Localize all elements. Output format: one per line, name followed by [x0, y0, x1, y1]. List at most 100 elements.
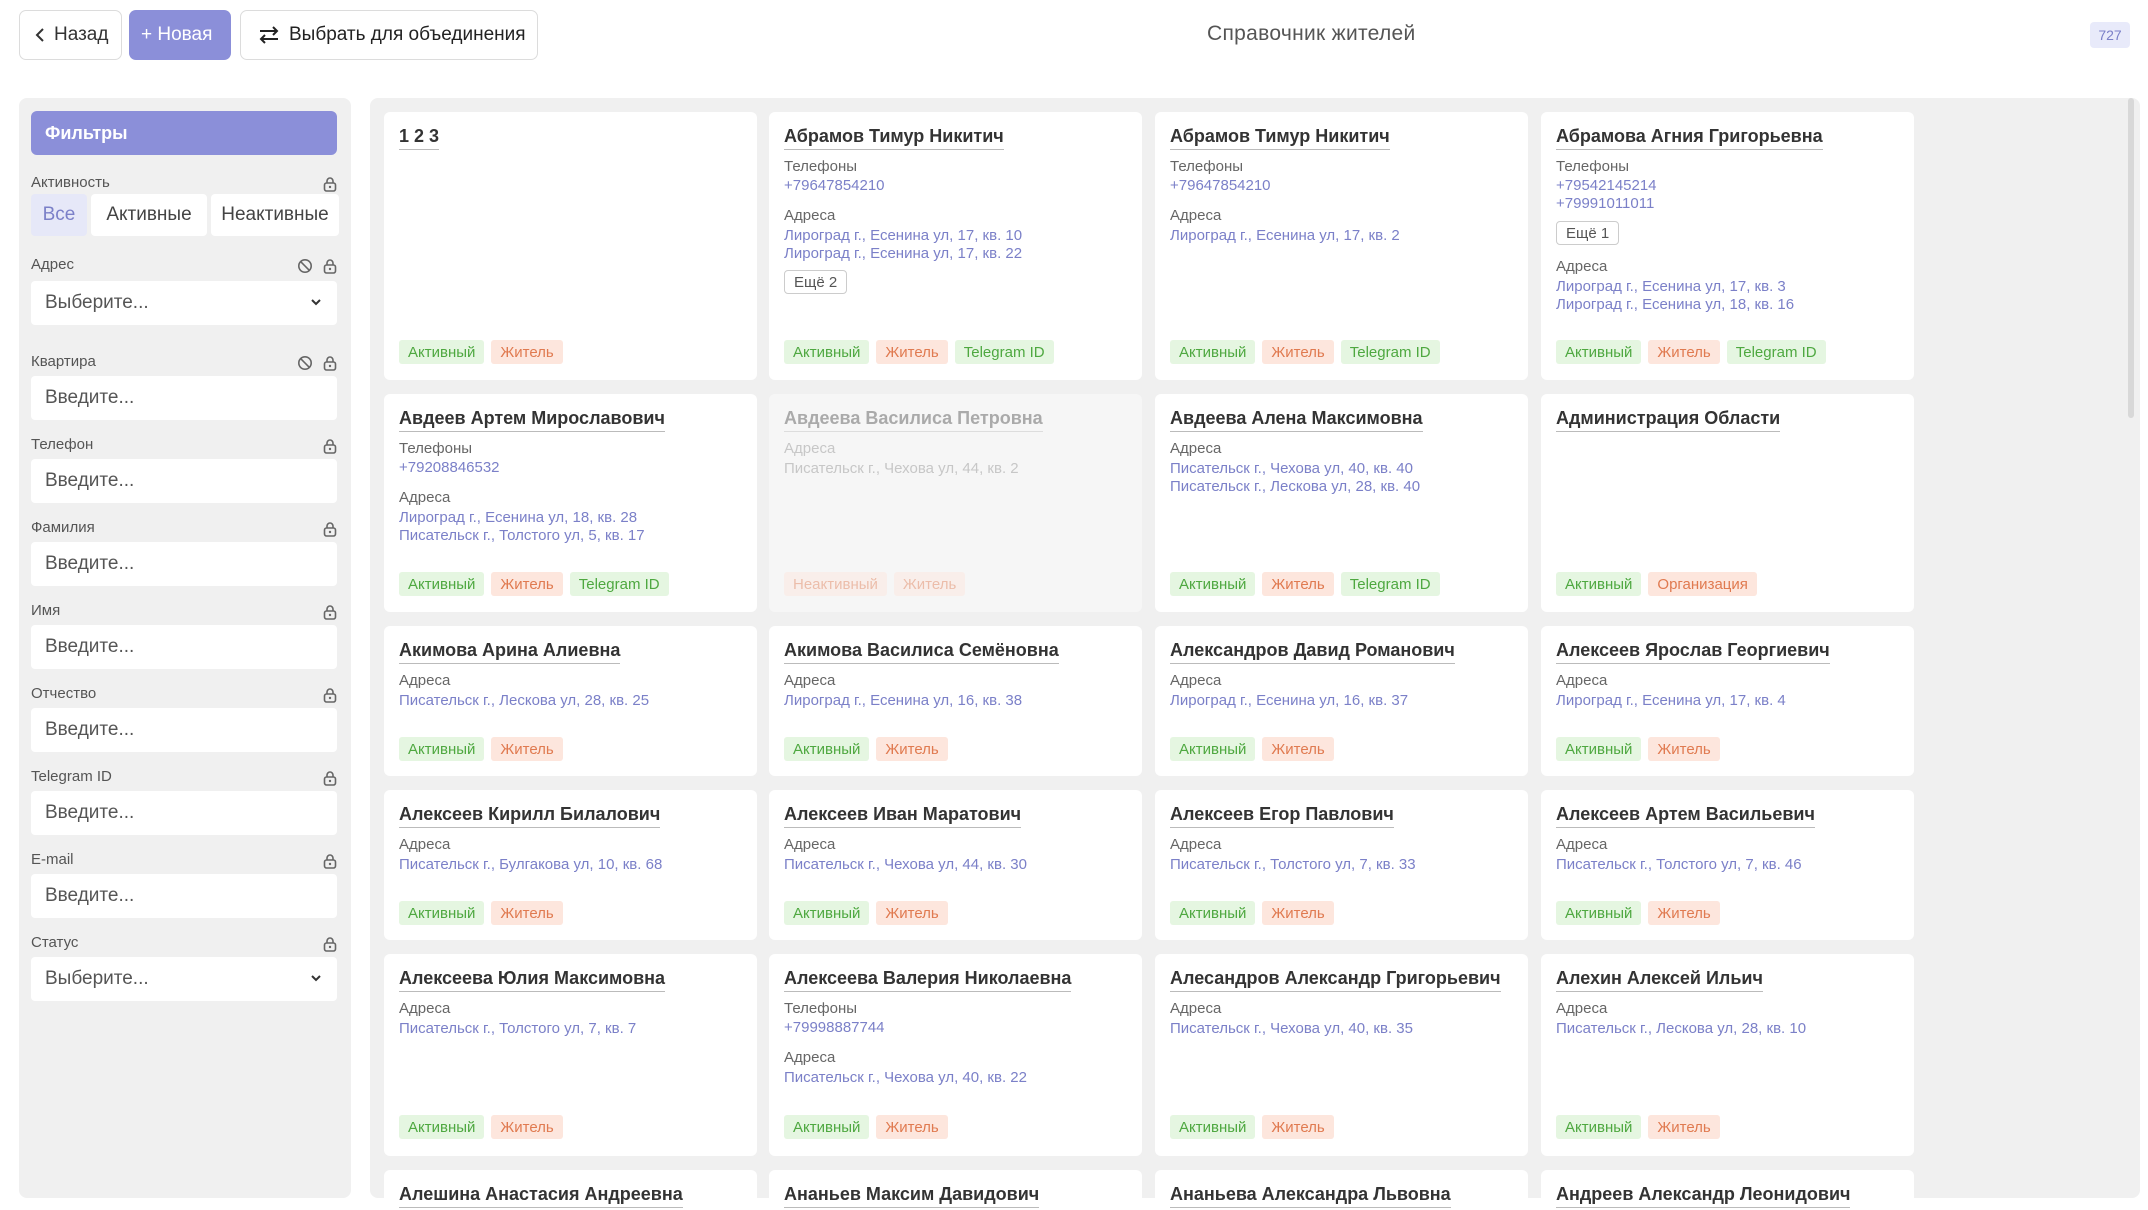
resident-name[interactable]: Администрация Области — [1556, 408, 1781, 432]
resident-card[interactable]: Абрамова Агния Григорьевна Телефоны +795… — [1541, 112, 1914, 380]
address-link[interactable]: Писательск г., Чехова ул, 40, кв. 40 — [1170, 460, 1413, 477]
apartment-input[interactable]: Введите... — [31, 376, 337, 420]
lock-icon[interactable] — [323, 770, 337, 786]
resident-card[interactable]: Алексеев Егор Павлович Адреса Писательск… — [1155, 790, 1528, 940]
resident-name[interactable]: Алексеев Иван Маратович — [784, 804, 1022, 828]
resident-card[interactable]: Администрация Области Активный Организац… — [1541, 394, 1914, 612]
phone-link[interactable]: +79647854210 — [784, 177, 885, 194]
show-more-button[interactable]: Ещё 2 — [784, 270, 848, 294]
resident-name[interactable]: Александров Давид Романович — [1170, 640, 1455, 664]
phone-link[interactable]: +79998887744 — [784, 1019, 885, 1036]
resident-card[interactable]: Алехин Алексей Ильич Адреса Писательск г… — [1541, 954, 1914, 1156]
resident-card[interactable]: Ананьева Александра Львовна — [1155, 1170, 1528, 1210]
resident-card[interactable]: Андреев Александр Леонидович — [1541, 1170, 1914, 1210]
status-select[interactable]: Выберите... — [31, 957, 337, 1001]
resident-name[interactable]: Авдеева Алена Максимовна — [1170, 408, 1423, 432]
resident-name[interactable]: Авдеева Василиса Петровна — [784, 408, 1043, 432]
address-link[interactable]: Лироград г., Есенина ул, 18, кв. 28 — [399, 509, 638, 526]
activity-option-active[interactable]: Активные — [91, 194, 207, 236]
resident-card[interactable]: Алешина Анастасия Андреевна — [384, 1170, 757, 1210]
resident-name[interactable]: Авдеев Артем Мирославович — [399, 408, 665, 432]
resident-card[interactable]: Акимова Арина Алиевна Адреса Писательск … — [384, 626, 757, 776]
resident-card[interactable]: Алексеев Ярослав Георгиевич Адреса Лирог… — [1541, 626, 1914, 776]
phone-link[interactable]: +79647854210 — [1170, 177, 1271, 194]
resident-name[interactable]: Алешина Анастасия Андреевна — [399, 1184, 683, 1208]
resident-name[interactable]: Алексеева Юлия Максимовна — [399, 968, 666, 992]
resident-name[interactable]: Абрамов Тимур Никитич — [1170, 126, 1390, 150]
phone-link[interactable]: +79991011011 — [1556, 195, 1655, 212]
resident-name[interactable]: Алехин Алексей Ильич — [1556, 968, 1763, 992]
patronymic-input[interactable]: Введите... — [31, 708, 337, 752]
back-button[interactable]: Назад — [19, 10, 122, 60]
phone-input[interactable]: Введите... — [31, 459, 337, 503]
resident-card[interactable]: 1 2 3 Активный Житель — [384, 112, 757, 380]
resident-name[interactable]: Ананьева Александра Львовна — [1170, 1184, 1451, 1208]
lock-icon[interactable] — [323, 438, 337, 454]
telegram-input[interactable]: Введите... — [31, 791, 337, 835]
resident-name[interactable]: Абрамова Агния Григорьевна — [1556, 126, 1823, 150]
address-link[interactable]: Писательск г., Булгакова ул, 10, кв. 68 — [399, 856, 663, 873]
show-more-button[interactable]: Ещё 1 — [1556, 221, 1620, 245]
grid-scrollbar[interactable] — [2128, 98, 2134, 418]
resident-name[interactable]: Алесандров Александр Григорьевич — [1170, 968, 1501, 992]
address-select[interactable]: Выберите... — [31, 281, 337, 325]
filters-header[interactable]: Фильтры — [31, 111, 337, 155]
lock-icon[interactable] — [323, 687, 337, 703]
resident-card[interactable]: Алексеева Юлия Максимовна Адреса Писател… — [384, 954, 757, 1156]
address-link[interactable]: Писательск г., Чехова ул, 40, кв. 35 — [1170, 1020, 1413, 1037]
address-link[interactable]: Писательск г., Чехова ул, 44, кв. 30 — [784, 856, 1027, 873]
name-input[interactable]: Введите... — [31, 625, 337, 669]
resident-name[interactable]: Алексеев Кирилл Билалович — [399, 804, 661, 828]
address-link[interactable]: Лироград г., Есенина ул, 16, кв. 38 — [784, 692, 1023, 709]
resident-card[interactable]: Алексеев Иван Маратович Адреса Писательс… — [769, 790, 1142, 940]
address-link[interactable]: Лироград г., Есенина ул, 17, кв. 22 — [784, 245, 1023, 262]
resident-name[interactable]: Алексеев Егор Павлович — [1170, 804, 1394, 828]
address-link[interactable]: Писательск г., Лескова ул, 28, кв. 25 — [399, 692, 650, 709]
address-link[interactable]: Писательск г., Лескова ул, 28, кв. 40 — [1170, 478, 1421, 495]
lock-icon[interactable] — [323, 355, 337, 371]
merge-select-button[interactable]: Выбрать для объединения — [240, 10, 538, 60]
new-button[interactable]: + Новая — [129, 10, 231, 60]
address-link[interactable]: Писательск г., Лескова ул, 28, кв. 10 — [1556, 1020, 1807, 1037]
resident-card[interactable]: Акимова Василиса Семёновна Адреса Лирогр… — [769, 626, 1142, 776]
block-icon[interactable] — [297, 258, 313, 274]
activity-option-inactive[interactable]: Неактивные — [211, 194, 339, 236]
resident-card[interactable]: Авдеев Артем Мирославович Телефоны +7920… — [384, 394, 757, 612]
resident-name[interactable]: Акимова Арина Алиевна — [399, 640, 621, 664]
address-link[interactable]: Писательск г., Чехова ул, 44, кв. 2 — [784, 460, 1019, 477]
resident-name[interactable]: Алексеев Артем Васильевич — [1556, 804, 1815, 828]
address-link[interactable]: Писательск г., Толстого ул, 7, кв. 33 — [1170, 856, 1416, 873]
resident-name[interactable]: Алексеева Валерия Николаевна — [784, 968, 1072, 992]
resident-card[interactable]: Алексеев Кирилл Билалович Адреса Писател… — [384, 790, 757, 940]
lock-icon[interactable] — [323, 936, 337, 952]
resident-name[interactable]: Ананьев Максим Давидович — [784, 1184, 1040, 1208]
resident-card[interactable]: Алексеев Артем Васильевич Адреса Писател… — [1541, 790, 1914, 940]
resident-name[interactable]: Андреев Александр Леонидович — [1556, 1184, 1851, 1208]
resident-name[interactable]: Алексеев Ярослав Георгиевич — [1556, 640, 1830, 664]
resident-card[interactable]: Алексеева Валерия Николаевна Телефоны +7… — [769, 954, 1142, 1156]
resident-card[interactable]: Ананьев Максим Давидович — [769, 1170, 1142, 1210]
lock-icon[interactable] — [323, 258, 337, 274]
activity-option-all[interactable]: Все — [31, 194, 87, 236]
address-link[interactable]: Лироград г., Есенина ул, 17, кв. 4 — [1556, 692, 1786, 709]
resident-name[interactable]: Акимова Василиса Семёновна — [784, 640, 1059, 664]
resident-card[interactable]: Александров Давид Романович Адреса Лирог… — [1155, 626, 1528, 776]
lock-icon[interactable] — [323, 853, 337, 869]
address-link[interactable]: Писательск г., Толстого ул, 7, кв. 7 — [399, 1020, 637, 1037]
resident-card[interactable]: Алесандров Александр Григорьевич Адреса … — [1155, 954, 1528, 1156]
email-input[interactable]: Введите... — [31, 874, 337, 918]
phone-link[interactable]: +79542145214 — [1556, 177, 1657, 194]
resident-card[interactable]: Авдеева Алена Максимовна Адреса Писатель… — [1155, 394, 1528, 612]
resident-card[interactable]: Абрамов Тимур Никитич Телефоны +79647854… — [1155, 112, 1528, 380]
address-link[interactable]: Лироград г., Есенина ул, 17, кв. 10 — [784, 227, 1023, 244]
address-link[interactable]: Лироград г., Есенина ул, 17, кв. 3 — [1556, 278, 1786, 295]
resident-name[interactable]: Абрамов Тимур Никитич — [784, 126, 1004, 150]
lock-icon[interactable] — [323, 604, 337, 620]
address-link[interactable]: Лироград г., Есенина ул, 16, кв. 37 — [1170, 692, 1409, 709]
address-link[interactable]: Лироград г., Есенина ул, 17, кв. 2 — [1170, 227, 1400, 244]
lock-icon[interactable] — [323, 521, 337, 537]
resident-card[interactable]: Абрамов Тимур Никитич Телефоны +79647854… — [769, 112, 1142, 380]
phone-link[interactable]: +79208846532 — [399, 459, 500, 476]
resident-name[interactable]: 1 2 3 — [399, 126, 440, 150]
address-link[interactable]: Писательск г., Чехова ул, 40, кв. 22 — [784, 1069, 1027, 1086]
